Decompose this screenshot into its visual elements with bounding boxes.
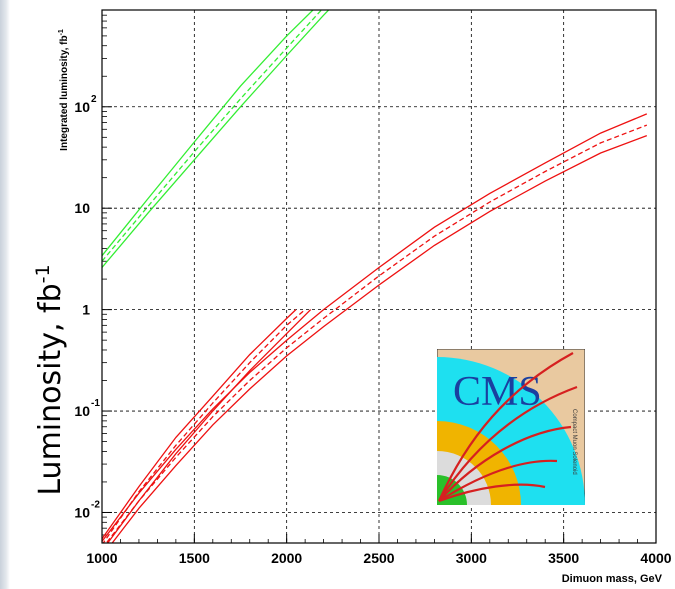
data-line-red [102, 309, 297, 540]
y-tick-exponent: -2 [91, 499, 100, 510]
x-tick-label: 1500 [179, 550, 210, 566]
y-tick-label: 10 [74, 99, 90, 115]
logo-track [438, 459, 558, 502]
plot-frame [101, 9, 657, 544]
y-axis-label-overlay: Luminosity, fb-1 [32, 264, 68, 495]
y-axis-label-text: Integrated luminosity, fb [59, 35, 71, 151]
y-axis-label-small: Integrated luminosity, fb-1 [58, 29, 70, 151]
y-axis-label-overlay-text: Luminosity, fb [33, 283, 68, 496]
logo-track [437, 352, 574, 502]
data-line-red [106, 309, 312, 543]
data-line-green [102, 10, 330, 268]
logo-subtext: Compact Muon Solenoid [571, 409, 577, 475]
logo-track [438, 425, 572, 502]
x-tick-label: 1000 [86, 550, 117, 566]
data-line-red [102, 309, 306, 543]
y-axis-label-sup: -1 [57, 29, 65, 36]
x-axis-label: Dimuon mass, GeV [562, 573, 663, 585]
data-line-red [105, 124, 648, 543]
series-group [102, 10, 648, 543]
logo-tracks [437, 352, 578, 503]
x-tick-label: 3500 [548, 550, 579, 566]
data-line-red [102, 113, 648, 542]
x-tick-labels: 1000 1500 2000 2500 3000 3500 4000 [86, 550, 671, 566]
y-tick-label: 10 [74, 403, 90, 419]
x-tick-label: 2000 [271, 550, 302, 566]
x-tick-label: 3000 [456, 550, 487, 566]
logo-cms-text: CMS [453, 369, 542, 415]
y-axis-label-overlay-sup: -1 [32, 264, 54, 284]
y-tick-exponent: -1 [91, 398, 100, 409]
logo-track [438, 385, 578, 502]
x-tick-label: 4000 [640, 550, 671, 566]
data-line-green [102, 10, 314, 257]
logo-track [438, 483, 546, 503]
data-line-red [111, 134, 648, 543]
y-tick-label: 10 [74, 200, 90, 216]
y-tick-label: 10 [74, 504, 90, 520]
x-tick-label: 2500 [363, 550, 394, 566]
y-tick-label: 1 [82, 302, 90, 318]
y-tick-exponent: 2 [91, 94, 97, 105]
left-edge-strip [0, 0, 10, 589]
cms-logo: CMS Compact Muon Solenoid [437, 349, 585, 505]
